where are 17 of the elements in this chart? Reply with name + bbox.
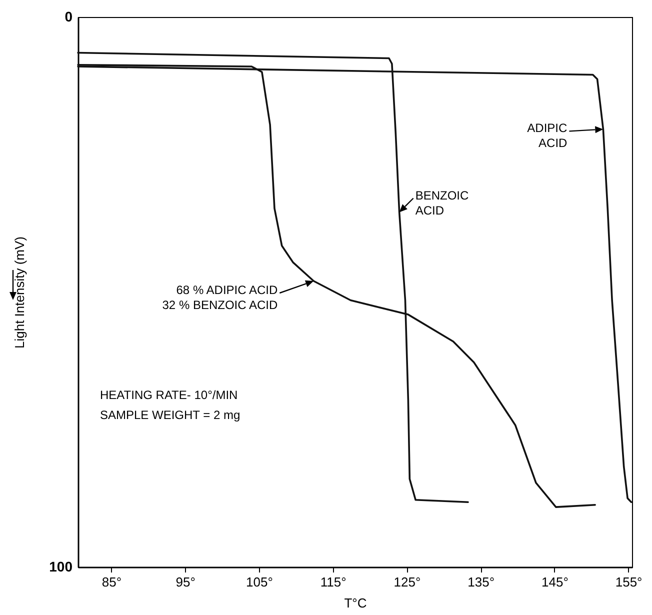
x-tick-label: 145° <box>541 574 568 590</box>
y-tick-label: 100 <box>49 558 73 574</box>
x-tick-label: 135° <box>468 574 495 590</box>
x-tick-label: 85° <box>102 574 122 590</box>
series-label: BENZOIC ACID <box>415 188 469 218</box>
y-tick-label: 0 <box>64 8 73 24</box>
x-tick-label: 115° <box>320 574 346 590</box>
x-axis-title: T°C <box>344 596 367 610</box>
annotation: HEATING RATE- 10°/MIN <box>100 388 238 402</box>
x-tick-label: 95° <box>176 574 196 590</box>
text: 68 % ADIPIC ACID 32 % BENZOIC ACID <box>162 283 278 312</box>
y-axis-title: Light Intensity (mV) <box>12 236 28 348</box>
x-tick-label: 105° <box>246 574 273 590</box>
annotation: SAMPLE WEIGHT = 2 mg <box>100 408 240 422</box>
x-tick-label: 125° <box>394 574 421 590</box>
x-tick-label: 155° <box>615 574 642 590</box>
text: ADIPIC ACID <box>527 121 568 150</box>
